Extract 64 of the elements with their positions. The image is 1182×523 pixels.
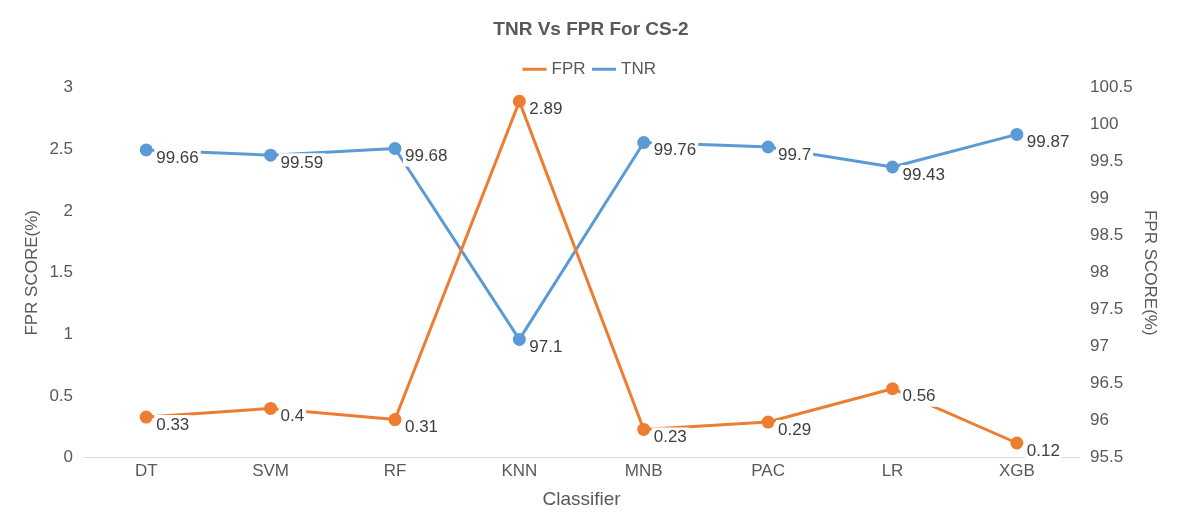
- x-tick-label: XGB: [998, 460, 1035, 480]
- y-tick-label: 2: [63, 200, 74, 220]
- point: [512, 332, 526, 346]
- point: [637, 136, 651, 150]
- data-label: 0.23: [653, 427, 687, 447]
- data-label: 99.68: [404, 146, 448, 166]
- data-label: 99.87: [1026, 132, 1070, 152]
- point: [139, 143, 153, 157]
- y2-tick-label: 96.5: [1090, 373, 1124, 393]
- data-label: 2.89: [529, 99, 563, 119]
- point: [1010, 127, 1024, 141]
- legend-label: FPR: [551, 58, 586, 78]
- data-label: 99.43: [902, 164, 946, 184]
- x-axis-title: Classifier: [542, 487, 622, 509]
- data-label: 0.56: [902, 386, 936, 406]
- point: [761, 140, 775, 154]
- x-tick-label: KNN: [501, 460, 538, 480]
- y2-tick-label: 99: [1090, 188, 1109, 208]
- data-label: 99.59: [280, 152, 324, 172]
- data-label: 99.66: [156, 147, 199, 167]
- y2-tick-label: 99.5: [1090, 151, 1124, 171]
- y2-tick-label: 98.5: [1090, 225, 1124, 245]
- y2-tick-label: 100.5: [1090, 77, 1133, 97]
- y-tick-label: 1.5: [49, 262, 74, 282]
- point: [388, 413, 402, 427]
- y2-tick-label: 95.5: [1090, 447, 1124, 467]
- y-tick-label: 0.5: [49, 385, 74, 405]
- y2-tick-label: 97: [1090, 336, 1109, 356]
- point: [512, 94, 526, 108]
- point: [388, 141, 402, 155]
- y-tick-label: 1: [63, 324, 74, 344]
- data-label: 0.31: [404, 417, 439, 437]
- data-label: 0.12: [1026, 440, 1060, 460]
- y-tick-label: 2.5: [49, 139, 74, 159]
- data-label: 99.76: [653, 140, 697, 160]
- y-tick-label: 0: [63, 447, 74, 467]
- data-label: 0.29: [778, 419, 812, 439]
- legend-label: TNR: [621, 58, 656, 78]
- data-label: 0.33: [156, 414, 190, 434]
- y2-axis-title: FPR SCORE(%): [1141, 209, 1161, 336]
- x-tick-label: SVM: [252, 460, 290, 480]
- point: [139, 410, 153, 424]
- y2-tick-label: 98: [1090, 262, 1109, 282]
- data-label: 97.1: [529, 337, 563, 357]
- y-tick-label: 3: [63, 77, 74, 97]
- point: [885, 160, 899, 174]
- x-tick-label: MNB: [624, 460, 663, 480]
- point: [264, 148, 278, 162]
- chart-title: TNR Vs FPR For CS-2: [493, 17, 689, 39]
- x-tick-label: DT: [134, 460, 158, 480]
- y2-tick-label: 100: [1090, 114, 1119, 134]
- data-label: 0.4: [280, 406, 305, 426]
- y2-tick-label: 97.5: [1090, 299, 1124, 319]
- x-tick-label: RF: [383, 460, 407, 480]
- y2-tick-label: 96: [1090, 410, 1109, 430]
- x-tick-label: PAC: [751, 460, 785, 480]
- y-axis-title: FPR SCORE(%): [21, 209, 41, 336]
- point: [885, 382, 899, 396]
- x-tick-label: LR: [881, 460, 904, 480]
- point: [264, 401, 278, 415]
- point: [761, 415, 775, 429]
- data-label: 99.7: [778, 144, 812, 164]
- point: [637, 422, 651, 436]
- point: [1010, 436, 1024, 450]
